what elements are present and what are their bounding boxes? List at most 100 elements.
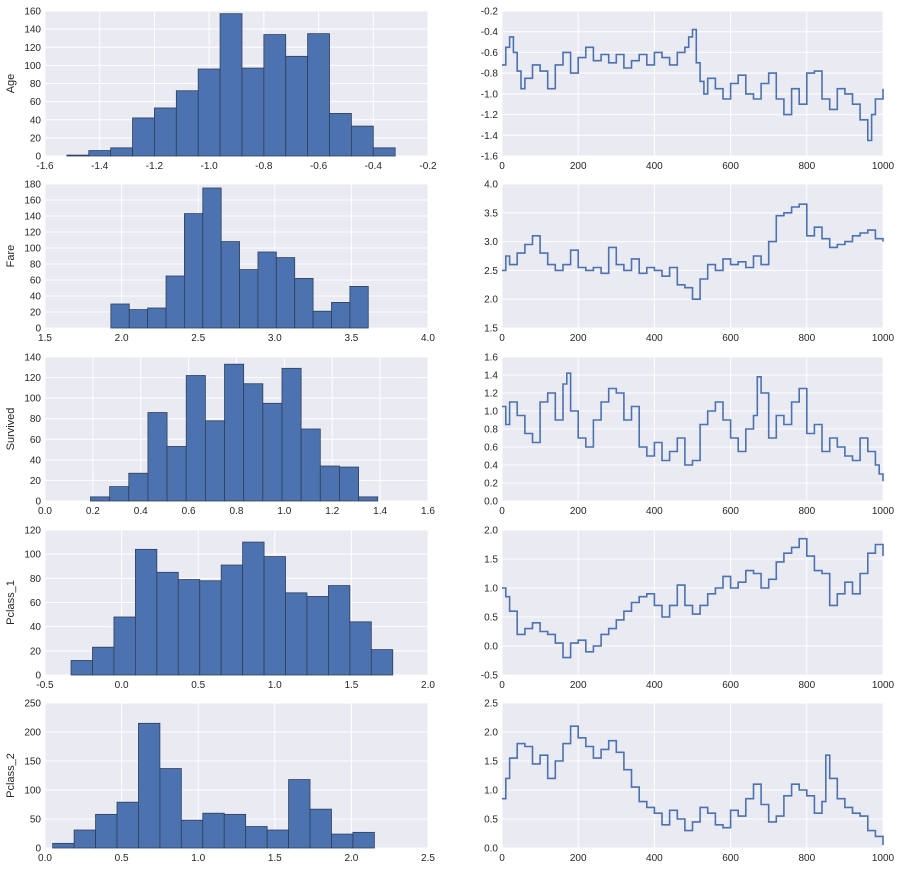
y-tick-label: -1.0 <box>481 89 499 100</box>
y-tick-label: 40 <box>30 115 42 126</box>
histogram-bar <box>331 301 351 329</box>
y-tick-label: 20 <box>30 646 42 657</box>
y-tick-label: 60 <box>30 435 42 446</box>
histogram-bar <box>219 13 243 157</box>
x-tick-label: 200 <box>570 853 587 864</box>
x-tick-label: 1.0 <box>277 506 291 517</box>
histogram-bar <box>134 548 158 676</box>
y-tick-label: 180 <box>24 180 41 191</box>
histogram-bar <box>92 646 115 676</box>
x-tick-label: 1000 <box>872 333 895 344</box>
y-tick-label: 2.5 <box>484 699 498 710</box>
histogram-bar <box>175 90 199 157</box>
histogram-bar <box>306 596 329 676</box>
histogram-bar <box>358 496 379 502</box>
pclass2-trace-panel: 0 200 400 600 800 1000 0.0 0.5 1.0 1.5 2.0 2.5 <box>484 699 894 865</box>
histogram-bar <box>329 113 352 157</box>
histogram-bar <box>307 33 330 157</box>
histogram-bar <box>166 446 187 502</box>
histogram-bar <box>339 466 359 502</box>
y-tick-label: 1.0 <box>484 584 498 595</box>
histogram-bar <box>245 826 268 849</box>
x-tick-label: 2.5 <box>421 853 435 864</box>
x-tick-label: 1000 <box>872 161 895 172</box>
x-tick-label: 800 <box>798 506 815 517</box>
x-tick-label: -1.4 <box>91 161 109 172</box>
y-tick-label: 0.5 <box>484 613 498 624</box>
y-tick-label: 80 <box>30 414 42 425</box>
x-tick-label: 0 <box>499 161 505 172</box>
trace-line <box>502 203 884 300</box>
y-tick-label: 1.5 <box>484 757 498 768</box>
x-tick-label: 4.0 <box>421 333 435 344</box>
histogram-bar <box>184 213 204 329</box>
y-tick-label: 2.0 <box>484 526 498 537</box>
histogram-bar <box>285 55 309 157</box>
histogram-bar <box>220 564 244 676</box>
histogram-bar <box>372 147 396 157</box>
histogram-bar <box>300 428 321 502</box>
y-tick-label: 60 <box>30 598 42 609</box>
x-tick-label: 0 <box>499 680 505 691</box>
x-tick-label: 0.0 <box>38 506 52 517</box>
histogram-bar <box>349 621 372 676</box>
y-tick-label: 0.0 <box>484 844 498 855</box>
histogram-bar <box>275 257 296 329</box>
histogram-bar <box>110 147 133 157</box>
x-tick-label: 800 <box>798 161 815 172</box>
plot-area <box>502 184 883 328</box>
histogram-bar <box>109 486 130 502</box>
y-tick-label: 200 <box>24 728 41 739</box>
y-axis-label: Pclass_2 <box>5 753 17 798</box>
histogram-bar <box>262 402 283 502</box>
y-tick-label: 1.5 <box>484 555 498 566</box>
histogram-bar <box>199 580 222 676</box>
y-tick-label: -0.2 <box>481 7 499 18</box>
histogram-bar <box>294 277 314 329</box>
x-tick-label: -0.2 <box>419 161 437 172</box>
histogram-bar <box>177 579 201 676</box>
x-tick-label: -1.6 <box>36 161 54 172</box>
bars <box>52 722 375 849</box>
y-tick-label: 2.5 <box>484 266 498 277</box>
y-tick-label: 120 <box>24 373 41 384</box>
histogram-bar <box>243 383 264 502</box>
histogram-bar <box>331 833 354 849</box>
x-tick-label: 1.5 <box>344 680 358 691</box>
y-tick-label: -0.8 <box>481 69 499 80</box>
y-tick-label: 50 <box>30 815 42 826</box>
survived-histogram-panel: 0.0 0.2 0.4 0.6 0.8 1.0 1.2 1.4 1.6 0 20 40 60 80 100 1… <box>5 353 435 518</box>
bars <box>70 541 394 676</box>
y-tick-label: 0 <box>35 152 41 163</box>
x-tick-label: -0.6 <box>310 161 328 172</box>
x-tick-label: 0.5 <box>115 853 129 864</box>
histogram-bar <box>156 571 179 676</box>
histogram-bar <box>116 801 139 849</box>
y-tick-label: 0 <box>35 844 41 855</box>
histogram-bar <box>128 472 149 502</box>
x-tick-label: 1000 <box>872 680 895 691</box>
x-tick-label: 0.0 <box>38 853 52 864</box>
fare-trace-panel: 0 200 400 600 800 1000 1.5 2.0 2.5 3.0 3.5 4.0 <box>484 180 894 345</box>
x-tick-label: 0.4 <box>134 506 148 517</box>
histogram-bar <box>370 649 394 676</box>
y-tick-label: 100 <box>24 244 41 255</box>
y-tick-label: 1.6 <box>484 353 498 364</box>
y-tick-label: 3.0 <box>484 237 498 248</box>
bars <box>110 187 369 329</box>
x-tick-label: 400 <box>646 506 663 517</box>
x-tick-label: 200 <box>570 333 587 344</box>
histogram-bar <box>88 150 112 157</box>
y-tick-label: 250 <box>24 699 41 710</box>
x-tick-label: 0 <box>499 333 505 344</box>
x-tick-label: 600 <box>722 506 739 517</box>
y-tick-label: 60 <box>30 276 42 287</box>
y-tick-label: 0.5 <box>484 815 498 826</box>
histogram-bar <box>223 813 247 849</box>
histogram-bar <box>288 779 311 849</box>
histogram-bar <box>312 310 332 329</box>
x-tick-label: -0.8 <box>255 161 273 172</box>
histogram-bar <box>349 285 369 329</box>
histogram-bar <box>263 556 286 676</box>
x-tick-label: 1.5 <box>268 853 282 864</box>
